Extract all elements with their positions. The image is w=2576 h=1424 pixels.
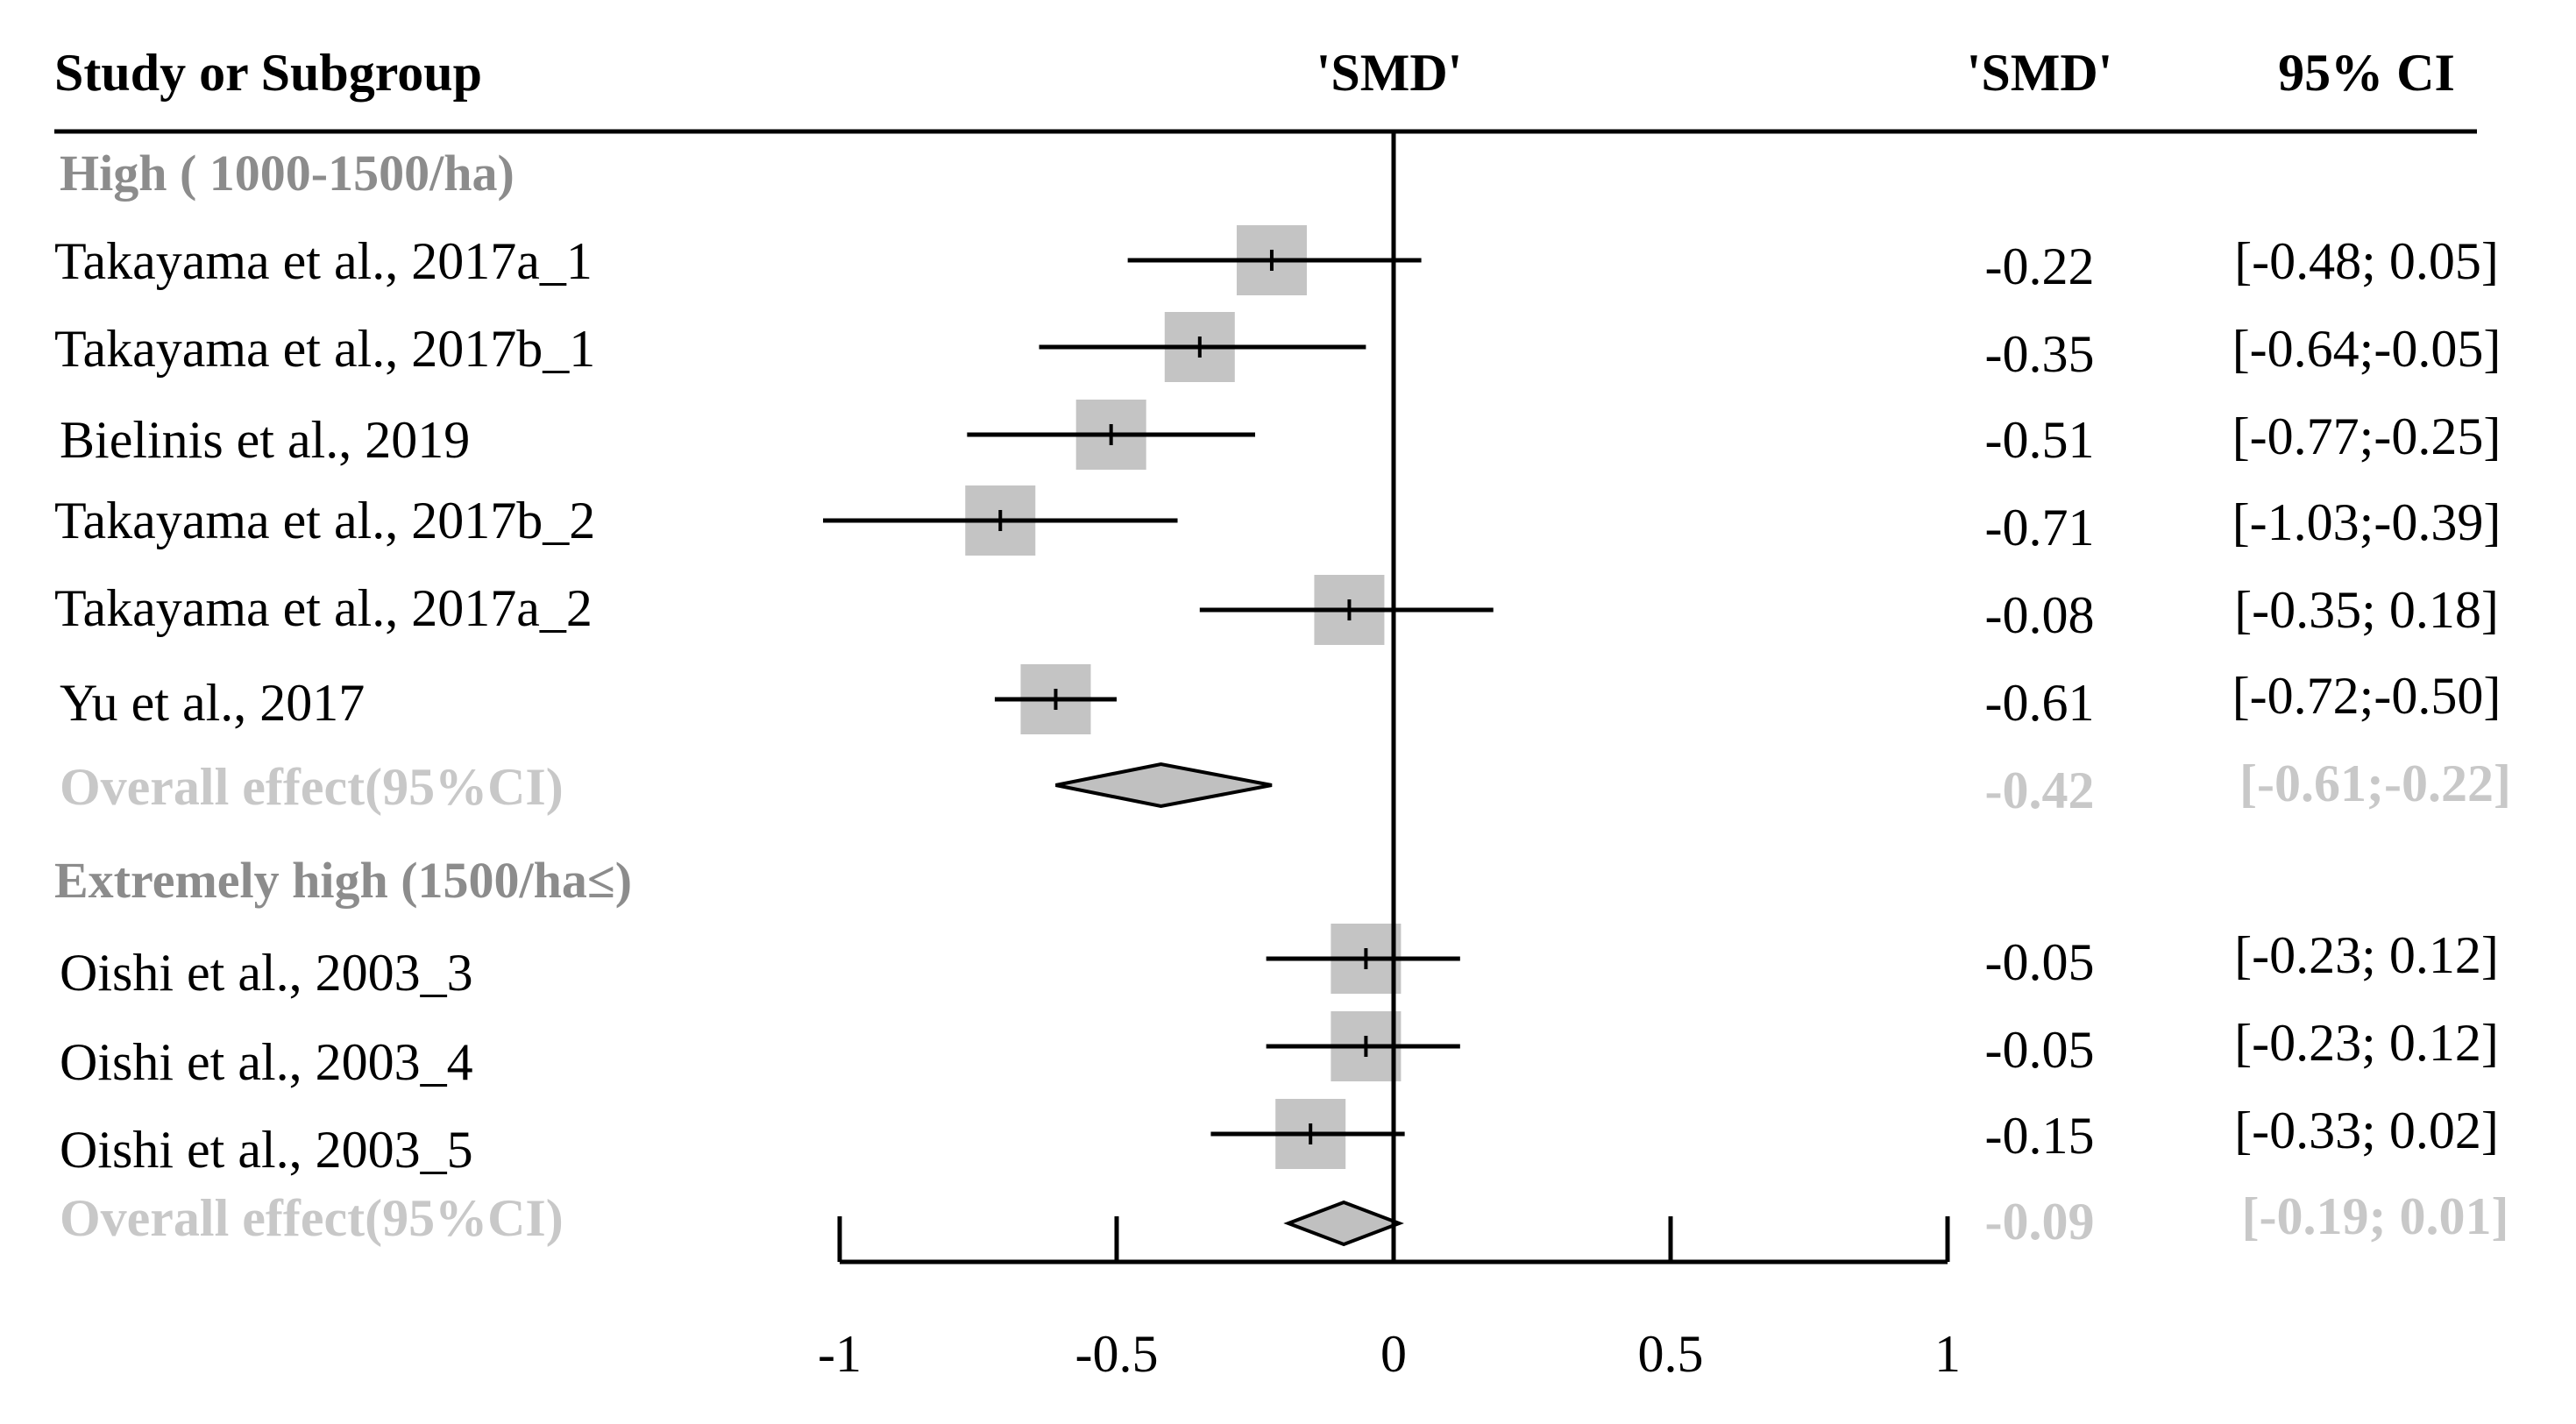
overall-label: Overall effect(95%CI) bbox=[60, 758, 564, 816]
study-smd: -0.35 bbox=[1985, 325, 2095, 383]
study-ci: [-0.23; 0.12] bbox=[2234, 926, 2499, 984]
overall-label: Overall effect(95%CI) bbox=[60, 1189, 564, 1247]
overall-row: Overall effect(95%CI) -0.09 [-0.19; 0.01… bbox=[60, 1187, 2509, 1250]
x-tick-label: 0.5 bbox=[1638, 1325, 1704, 1383]
study-ci: [-0.72;-0.50] bbox=[2232, 667, 2501, 725]
study-row: Oishi et al., 2003_4 -0.05 [-0.23; 0.12] bbox=[60, 1014, 2499, 1091]
x-tick-label: -1 bbox=[818, 1325, 862, 1383]
header-plot: 'SMD' bbox=[1316, 44, 1463, 102]
study-row: Oishi et al., 2003_5 -0.15 [-0.33; 0.02] bbox=[60, 1102, 2499, 1179]
study-name: Oishi et al., 2003_3 bbox=[60, 944, 473, 1002]
group-label-high: High ( 1000-1500/ha) bbox=[60, 145, 514, 202]
study-row: Takayama et al., 2017b_1 -0.35 [-0.64;-0… bbox=[54, 320, 2501, 383]
study-ci: [-0.33; 0.02] bbox=[2234, 1102, 2499, 1159]
x-axis: -1 -0.5 0 0.5 1 bbox=[818, 131, 1961, 1383]
study-row: Takayama et al., 2017a_1 -0.22 [-0.48; 0… bbox=[54, 232, 2499, 295]
study-smd: -0.22 bbox=[1985, 237, 2095, 295]
study-row: Bielinis et al., 2019 -0.51 [-0.77;-0.25… bbox=[60, 407, 2501, 469]
study-smd: -0.08 bbox=[1985, 586, 2095, 644]
study-ci: [-0.64;-0.05] bbox=[2232, 320, 2501, 378]
overall-ci: [-0.61;-0.22] bbox=[2239, 755, 2511, 812]
header-ci: 95% CI bbox=[2278, 44, 2455, 102]
study-name: Oishi et al., 2003_5 bbox=[60, 1121, 473, 1179]
study-smd: -0.61 bbox=[1985, 674, 2095, 732]
overall-ci: [-0.19; 0.01] bbox=[2242, 1187, 2509, 1245]
overall-smd: -0.42 bbox=[1985, 762, 2095, 819]
plot-marks bbox=[823, 225, 1494, 1247]
study-ci: [-0.23; 0.12] bbox=[2234, 1014, 2499, 1072]
study-smd: -0.05 bbox=[1985, 1021, 2095, 1079]
overall-row: Overall effect(95%CI) -0.42 [-0.61;-0.22… bbox=[60, 755, 2511, 819]
study-name: Yu et al., 2017 bbox=[60, 674, 365, 732]
study-smd: -0.05 bbox=[1985, 933, 2095, 991]
study-ci: [-1.03;-0.39] bbox=[2232, 493, 2501, 551]
study-ci: [-0.77;-0.25] bbox=[2232, 407, 2501, 465]
study-row: Takayama et al., 2017b_2 -0.71 [-1.03;-0… bbox=[54, 492, 2501, 556]
study-ci: [-0.35; 0.18] bbox=[2234, 581, 2499, 639]
overall-diamond bbox=[1055, 762, 1273, 809]
study-smd: -0.71 bbox=[1985, 499, 2095, 556]
study-row: Yu et al., 2017 -0.61 [-0.72;-0.50] bbox=[60, 667, 2501, 732]
header-study: Study or Subgroup bbox=[54, 44, 482, 102]
study-ci: [-0.48; 0.05] bbox=[2234, 232, 2499, 290]
overall-smd: -0.09 bbox=[1985, 1193, 2095, 1250]
header-smd: 'SMD' bbox=[1967, 44, 2113, 102]
overall-diamond bbox=[1283, 1200, 1404, 1247]
study-name: Takayama et al., 2017a_1 bbox=[54, 232, 593, 290]
group-label-extremely-high: Extremely high (1500/ha≤) bbox=[54, 852, 632, 909]
x-tick-label: -0.5 bbox=[1075, 1325, 1159, 1383]
study-row: Takayama et al., 2017a_2 -0.08 [-0.35; 0… bbox=[54, 579, 2499, 644]
x-tick-label: 1 bbox=[1934, 1325, 1961, 1383]
study-smd: -0.51 bbox=[1985, 411, 2095, 469]
study-smd: -0.15 bbox=[1985, 1107, 2095, 1165]
x-tick-label: 0 bbox=[1380, 1325, 1407, 1383]
study-name: Bielinis et al., 2019 bbox=[60, 411, 470, 469]
study-name: Takayama et al., 2017a_2 bbox=[54, 579, 593, 637]
study-row: Oishi et al., 2003_3 -0.05 [-0.23; 0.12] bbox=[60, 926, 2499, 1002]
study-name: Takayama et al., 2017b_2 bbox=[54, 492, 595, 549]
study-name: Oishi et al., 2003_4 bbox=[60, 1033, 473, 1091]
study-name: Takayama et al., 2017b_1 bbox=[54, 320, 595, 378]
